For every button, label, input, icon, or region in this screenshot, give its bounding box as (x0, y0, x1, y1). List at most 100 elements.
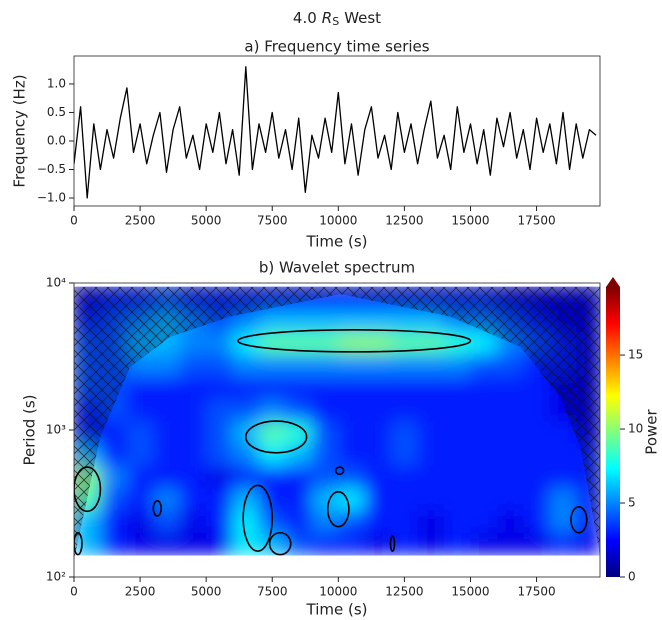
panel-title: b) Wavelet spectrum (259, 259, 415, 277)
heatmap-cell (259, 465, 286, 489)
heatmap-cell (126, 376, 154, 400)
colorbar-tick-label: 15 (628, 348, 643, 362)
heatmap-cell (364, 309, 392, 333)
y-tick-label: −1.0 (37, 191, 66, 205)
heatmap-cell (311, 443, 339, 466)
y-tick-label: 10³ (46, 423, 66, 437)
heatmap-cell (391, 420, 419, 444)
heatmap-cell (285, 331, 313, 355)
heatmap-cell (338, 309, 366, 333)
x-tick-label: 10000 (319, 585, 357, 599)
heatmap-cell (285, 376, 313, 400)
heatmap-cell (206, 509, 234, 533)
significance-contour (389, 535, 396, 552)
heatmap-cell (100, 487, 128, 511)
y-tick-label: 0.5 (47, 105, 66, 119)
y-tick-label: 0.0 (47, 133, 66, 147)
suptitle-symbol: R (322, 9, 332, 27)
y-tick-label: 1.0 (47, 76, 66, 90)
heatmap-cell (364, 509, 392, 533)
heatmap-cell (364, 420, 392, 444)
heatmap-cell (576, 532, 600, 556)
x-tick-label: 0 (70, 585, 78, 599)
heatmap-cell (153, 353, 181, 377)
heatmap-cell (444, 398, 471, 422)
heatmap-cell (206, 331, 234, 355)
heatmap-cell (391, 465, 419, 489)
heatmap-cell (549, 509, 577, 533)
heatmap-cell (338, 487, 366, 511)
heatmap-cell (259, 331, 286, 355)
y-axis-label: Period (s) (21, 394, 39, 465)
significance-contour (74, 466, 102, 513)
heatmap-cell (179, 465, 207, 489)
y-tick-label: 10⁴ (46, 276, 66, 290)
heatmap-cell (311, 465, 339, 489)
heatmap-cell (523, 509, 551, 533)
heatmap-cell (285, 420, 313, 444)
heatmap-cell (311, 331, 339, 355)
heatmap-cell (496, 420, 524, 444)
heatmap-cell (338, 443, 366, 466)
colorbar-tick-label: 5 (628, 496, 636, 510)
x-tick-label: 12500 (385, 585, 423, 599)
heatmap-cell (126, 465, 154, 489)
x-tick-label: 0 (70, 214, 78, 228)
heatmap-cell (100, 509, 128, 533)
heatmap-cell (470, 509, 498, 533)
heatmap-cell (179, 509, 207, 533)
heatmap-cell (232, 465, 260, 489)
heatmap-cell (417, 398, 445, 422)
heatmap-cell (364, 465, 392, 489)
heatmap-cell (338, 376, 366, 400)
heatmap-cell (259, 309, 286, 333)
heatmap-cell (470, 443, 498, 466)
heatmap-cell (100, 465, 128, 489)
significance-contour (152, 499, 163, 517)
heatmap-cell (496, 376, 524, 400)
heatmap-cell (232, 509, 260, 533)
heatmap-cell (523, 398, 551, 422)
significance-contour (268, 531, 292, 556)
x-tick-label: 12500 (385, 214, 423, 228)
heatmap-cell (496, 443, 524, 466)
heatmap-cell (285, 509, 313, 533)
heatmap-cell (470, 376, 498, 400)
heatmap-cell (364, 443, 392, 466)
y-tick-label: 10² (46, 570, 66, 584)
heatmap-cell (523, 376, 551, 400)
suptitle: 4.0 RS West (293, 9, 381, 29)
heatmap-cell (285, 532, 313, 556)
heatmap-cell (444, 532, 471, 556)
heatmap-cell (523, 443, 551, 466)
x-axis-label: Time (s) (306, 233, 368, 251)
heatmap-cell (232, 331, 260, 355)
significance-contour (242, 484, 274, 552)
heatmap-cell (179, 398, 207, 422)
heatmap-cell (232, 353, 260, 377)
heatmap-cell (549, 487, 577, 511)
significance-contour (245, 420, 308, 454)
heatmap-cell (153, 420, 181, 444)
heatmap-cell (523, 487, 551, 511)
heatmap-cell (496, 398, 524, 422)
heatmap-cell (523, 465, 551, 489)
heatmap-cell (364, 353, 392, 377)
heatmap-cell (496, 465, 524, 489)
heatmap-cell (206, 443, 234, 466)
heatmap-cell (338, 532, 366, 556)
heatmap-cell (470, 420, 498, 444)
heatmap-cell (470, 532, 498, 556)
heatmap-cell (470, 353, 498, 377)
heatmap-cell (391, 376, 419, 400)
heatmap-cell (311, 420, 339, 444)
colorbar-extend (606, 277, 620, 287)
plot-area (74, 286, 600, 560)
heatmap-cell (285, 487, 313, 511)
coi-hatch (74, 286, 600, 560)
heatmap-cell (153, 443, 181, 466)
x-tick-label: 10000 (319, 214, 357, 228)
significance-contour (237, 329, 472, 353)
heatmap-cell (417, 532, 445, 556)
heatmap-cell (417, 353, 445, 377)
